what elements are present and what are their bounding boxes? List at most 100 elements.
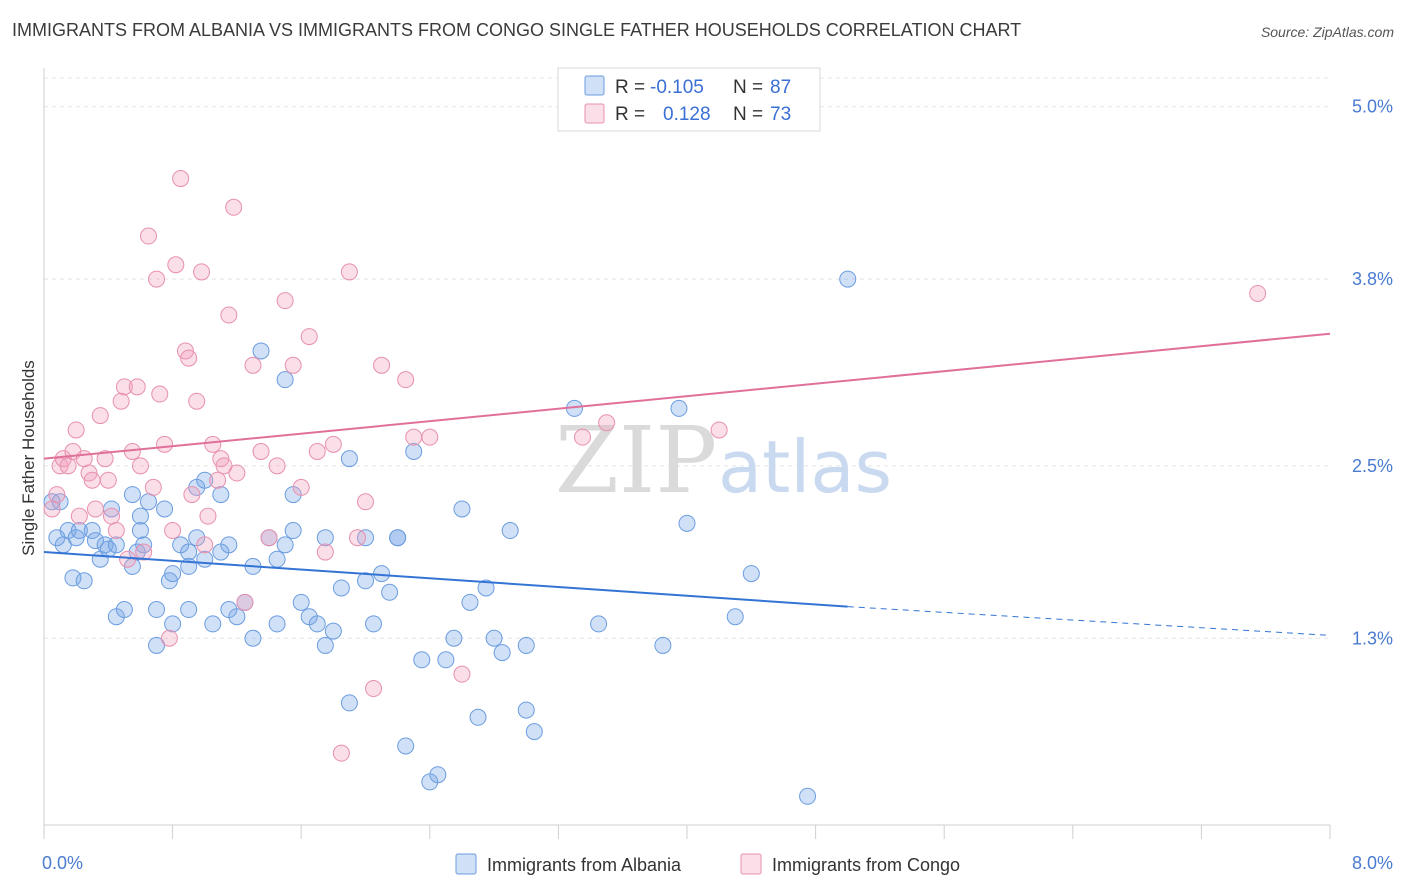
congo-point-57 <box>316 543 334 561</box>
albania-point-88 <box>525 723 543 741</box>
albania-point-80 <box>461 593 479 611</box>
legend-albania-n-label: N = <box>733 77 763 98</box>
congo-point-29 <box>160 629 178 647</box>
albania-point-66 <box>357 572 374 590</box>
congo-point-35 <box>183 486 201 504</box>
congo-point-40 <box>204 435 222 453</box>
bottom-legend-swatch-congo <box>740 853 762 875</box>
congo-point-41 <box>209 471 227 489</box>
albania-point-78 <box>445 629 463 647</box>
axes <box>43 68 1331 839</box>
congo-point-44 <box>220 306 238 324</box>
congo-point-67 <box>421 428 439 446</box>
congo-point-13 <box>96 450 114 468</box>
legend-albania-n-value: 87 <box>770 77 791 98</box>
albania-point-38 <box>196 550 214 568</box>
albania-point-40 <box>212 486 230 504</box>
albania-point-53 <box>276 536 294 554</box>
albania-point-62 <box>332 579 350 597</box>
albania-point-85 <box>501 522 519 540</box>
albania-point-86 <box>517 636 535 654</box>
series-albania-points <box>43 270 857 805</box>
albania-point-15 <box>107 536 125 554</box>
congo-point-0 <box>43 500 61 518</box>
albania-point-94 <box>726 608 744 626</box>
albania-point-81 <box>469 708 487 726</box>
congo-point-48 <box>244 356 262 374</box>
y-tick-labels: 1.3% 2.5% 3.8% 5.0% <box>1352 97 1393 649</box>
watermark: ZIP atlas <box>555 407 892 514</box>
congo-point-68 <box>453 665 471 683</box>
bottom-legend-congo-label: Immigrants from Congo <box>772 855 960 875</box>
albania-point-59 <box>316 529 334 547</box>
grid-lines <box>44 77 1330 639</box>
congo-point-11 <box>86 500 104 518</box>
albania-point-52 <box>276 371 294 389</box>
legend-congo-n-label: N = <box>733 104 763 125</box>
congo-point-59 <box>332 744 350 762</box>
albania-point-72 <box>397 737 415 755</box>
congo-point-46 <box>228 464 246 482</box>
congo-point-38 <box>196 536 214 554</box>
congo-point-37 <box>193 263 211 281</box>
congo-point-6 <box>67 421 85 439</box>
congo-point-58 <box>324 435 342 453</box>
congo-point-26 <box>148 270 166 288</box>
watermark-atlas: atlas <box>718 425 892 509</box>
albania-point-17 <box>115 601 133 619</box>
albania-point-76 <box>429 766 447 784</box>
albania-point-37 <box>196 471 214 489</box>
congo-point-25 <box>144 478 162 496</box>
albania-point-71 <box>389 529 407 547</box>
congo-point-16 <box>107 522 125 540</box>
x-tick-labels: 0.0% 8.0% <box>42 853 1393 873</box>
albania-point-77 <box>437 651 455 669</box>
congo-point-43 <box>215 457 233 475</box>
y-axis-label: Single Father Households <box>19 360 38 556</box>
albania-point-20 <box>128 543 146 561</box>
albania-point-34 <box>180 601 198 619</box>
series-congo-points <box>43 170 1267 762</box>
congo-point-50 <box>260 529 278 547</box>
albania-trend-line <box>43 551 848 608</box>
albania-point-50 <box>268 550 286 568</box>
albania-point-67 <box>365 615 383 633</box>
congo-point-12 <box>91 407 109 425</box>
congo-point-31 <box>167 256 185 274</box>
congo-point-39 <box>199 507 217 525</box>
legend-albania-r-label: R = <box>615 77 645 98</box>
legend-congo-r-value: 0.128 <box>663 104 711 125</box>
congo-point-24 <box>139 227 157 245</box>
y-tick-label-2: 3.8% <box>1352 269 1393 289</box>
congo-point-7 <box>70 507 88 525</box>
albania-point-29 <box>164 565 182 583</box>
congo-point-54 <box>292 478 310 496</box>
congo-point-28 <box>156 435 174 453</box>
congo-point-69 <box>574 428 592 446</box>
albania-point-7 <box>70 522 88 540</box>
correlation-legend: R = -0.105 N = 87 R = 0.128 N = 73 <box>557 67 821 132</box>
legend-congo-r-label: R = <box>615 104 645 125</box>
albania-point-91 <box>654 636 672 654</box>
albania-point-61 <box>324 622 342 640</box>
albania-point-25 <box>148 601 166 619</box>
congo-point-10 <box>83 471 101 489</box>
albania-point-73 <box>405 443 423 460</box>
albania-point-32 <box>180 543 198 561</box>
congo-point-63 <box>365 680 383 698</box>
albania-point-92 <box>670 399 688 417</box>
congo-point-55 <box>300 328 318 346</box>
congo-point-47 <box>236 593 254 611</box>
congo-point-30 <box>164 522 182 540</box>
congo-point-14 <box>99 471 117 489</box>
albania-point-26 <box>148 636 166 654</box>
albania-point-60 <box>316 636 334 654</box>
chart-title: IMMIGRANTS FROM ALBANIA VS IMMIGRANTS FR… <box>12 20 1022 40</box>
albania-point-63 <box>340 450 358 468</box>
y-tick-label-3: 5.0% <box>1352 97 1393 117</box>
albania-point-51 <box>268 615 286 633</box>
congo-point-45 <box>225 198 243 216</box>
albania-point-69 <box>381 583 399 601</box>
albania-point-47 <box>244 629 262 647</box>
albania-point-30 <box>164 615 182 633</box>
